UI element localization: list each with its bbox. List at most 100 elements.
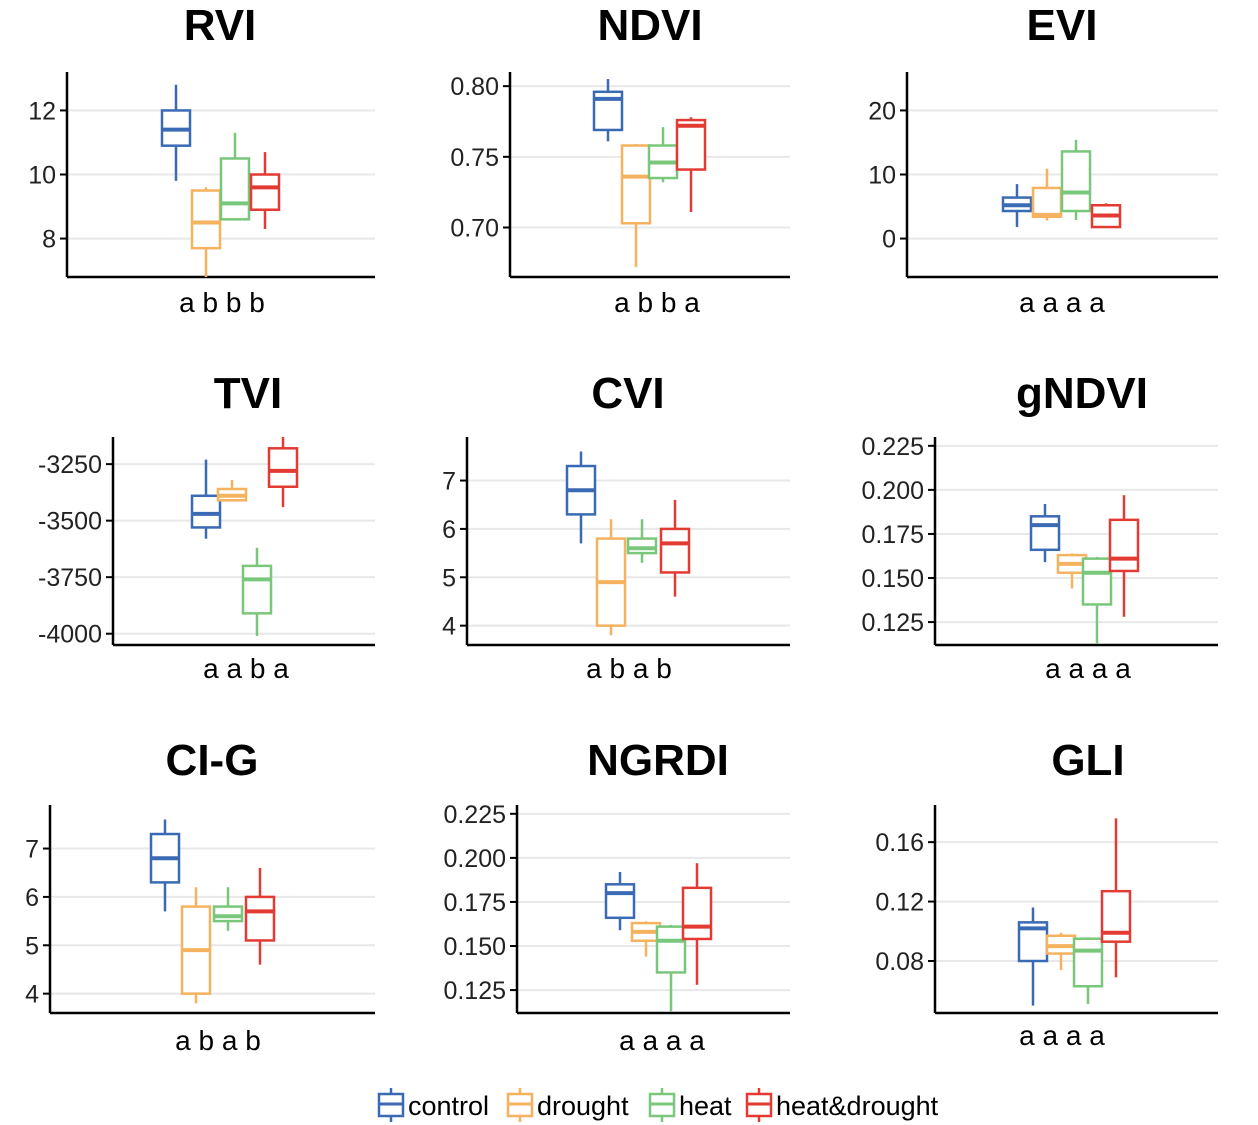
panel-evi: 0 10 20 EVI a a a a [868, 1, 1218, 318]
box-heat [1081, 556, 1113, 644]
box-heat-and-drought [681, 863, 713, 985]
y-tick-label: 6 [25, 884, 39, 912]
box-iqr [244, 895, 276, 942]
box-iqr [1081, 557, 1113, 606]
significance-letters: a a a a [619, 1025, 705, 1056]
significance-letters: a a b a [203, 653, 289, 684]
box-control [1029, 503, 1061, 563]
y-tick-label: 5 [442, 564, 456, 592]
y-tick-label: 0.75 [450, 144, 499, 172]
y-tick-label: 0.125 [443, 977, 506, 1005]
panel-ci-g: 4 5 6 7 CI-G a b a b [25, 736, 375, 1056]
panel-title: NGRDI [587, 736, 729, 785]
panel-title: TVI [214, 369, 282, 418]
box-heat [1072, 937, 1104, 1005]
y-tick-label: 0.125 [861, 609, 924, 637]
box-iqr [1060, 150, 1092, 213]
box-control [190, 459, 222, 539]
panel-title: CVI [591, 369, 664, 418]
box-iqr [604, 883, 636, 920]
y-tick-label: 7 [25, 836, 39, 864]
box-control [565, 451, 597, 544]
box-iqr [681, 886, 713, 941]
panel-tvi: -3250 -3500 -3750 -4000 TVI a a b a [38, 369, 375, 684]
panel-title: CI-G [166, 736, 259, 785]
box-control [604, 871, 636, 931]
box-iqr [1031, 186, 1063, 219]
box-control [592, 79, 624, 142]
legend-box-icon [745, 1088, 773, 1122]
box-heat-and-drought [1100, 818, 1132, 978]
y-tick-label: -3750 [38, 564, 102, 592]
y-tick-label: 4 [25, 981, 39, 1009]
box-heat [241, 547, 273, 636]
y-tick-label: 0.08 [875, 948, 924, 976]
box-control [149, 819, 181, 912]
box-drought [1031, 168, 1063, 221]
box-heat [626, 519, 658, 563]
legend-box-icon [648, 1088, 676, 1122]
legend-item-heat: heat [648, 1088, 732, 1122]
y-tick-label: 0.80 [450, 73, 499, 101]
legend-item-control: control [377, 1088, 489, 1122]
box-heat [655, 924, 687, 1012]
box-drought [620, 144, 652, 268]
legend-item-heat-and-drought: heat&drought [745, 1088, 939, 1122]
box-iqr [219, 157, 251, 221]
box-heat-and-drought [249, 152, 281, 229]
legend-box-icon [506, 1088, 534, 1122]
y-tick-label: -3500 [38, 508, 102, 536]
box-iqr [190, 494, 222, 529]
panel-cvi: 4 5 6 7 CVI a b a b [442, 369, 790, 684]
y-tick-label: 5 [25, 932, 39, 960]
significance-letters: a a a a [1019, 287, 1105, 318]
box-heat-and-drought [659, 499, 691, 597]
box-drought [1045, 932, 1077, 970]
legend-item-drought: drought [506, 1088, 629, 1122]
box-control [1017, 907, 1049, 1006]
box-control [1001, 184, 1033, 228]
box-iqr [620, 144, 652, 225]
significance-letters: a b b a [614, 287, 700, 318]
box-drought [595, 519, 627, 636]
significance-letters: a a a a [1045, 653, 1131, 684]
box-drought [216, 479, 248, 502]
y-tick-label: 7 [442, 468, 456, 496]
panel-title: EVI [1027, 1, 1098, 50]
box-heat-and-drought [1090, 203, 1122, 229]
box-heat-and-drought [675, 117, 707, 212]
y-tick-label: 0.70 [450, 215, 499, 243]
box-heat-and-drought [244, 867, 276, 965]
y-tick-label: 4 [442, 613, 456, 641]
y-tick-label: 0.200 [443, 845, 506, 873]
y-tick-label: 10 [868, 162, 896, 190]
box-iqr [249, 173, 281, 211]
y-tick-label: 20 [868, 97, 896, 125]
box-iqr [626, 537, 658, 555]
box-heat [1060, 139, 1092, 220]
panels: 8 10 12 RVI a b b b 0.70 0.75 0.80 NDVI a b b a 0 1… [25, 1, 1218, 1056]
box-heat [212, 887, 244, 931]
y-tick-label: 0.225 [861, 433, 924, 461]
significance-letters: a b a b [175, 1025, 261, 1056]
significance-letters: a a a a [1019, 1020, 1105, 1051]
panel-ndvi: 0.70 0.75 0.80 NDVI a b b a [450, 1, 790, 318]
box-iqr [190, 189, 222, 250]
box-iqr [659, 527, 691, 574]
y-tick-label: 0 [882, 226, 896, 254]
y-tick-label: 0.16 [875, 829, 924, 857]
box-heat-and-drought [267, 437, 299, 508]
box-iqr [1108, 518, 1140, 573]
panel-title: gNDVI [1016, 369, 1148, 418]
legend-box-icon [377, 1088, 405, 1122]
legend-label: drought [537, 1091, 629, 1121]
box-heat [647, 127, 679, 183]
box-drought [180, 887, 212, 1004]
y-tick-label: 0.150 [443, 933, 506, 961]
y-tick-label: 0.200 [861, 477, 924, 505]
y-tick-label: 0.225 [443, 801, 506, 829]
legend-label: control [408, 1091, 489, 1121]
panel-title: RVI [184, 1, 257, 50]
significance-letters: a b a b [586, 653, 672, 684]
